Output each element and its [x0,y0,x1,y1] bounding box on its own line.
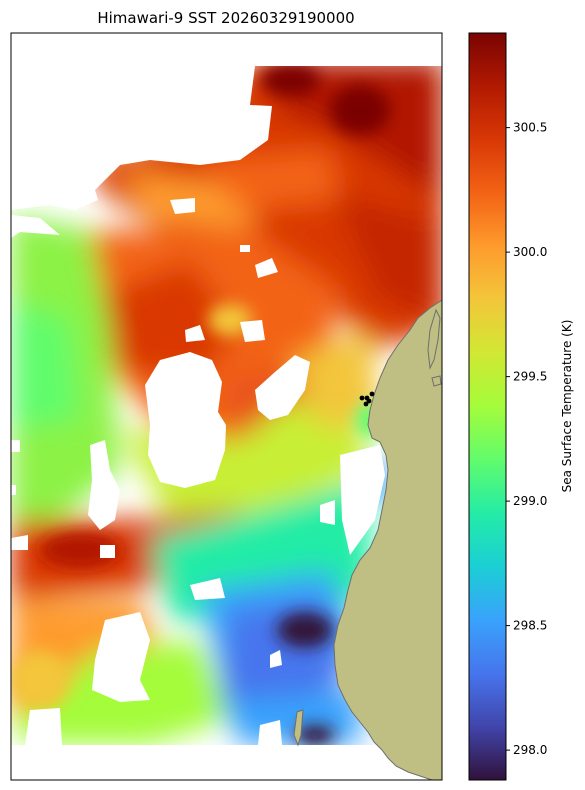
no-data-mask [11,33,442,780]
chart-title: Himawari-9 SST 20260329190000 [97,9,354,27]
colorbar-fill [468,32,507,781]
sst-map [11,33,442,780]
colorbar: 298.0 298.5 299.0 299.5 300.0 300.5 Sea Surfa… [468,32,574,781]
colorbar-tick-label: 299.0 [513,494,547,508]
marker-group [359,391,375,407]
colorbar-label: Sea Surface Temperature (K) [560,320,574,493]
colorbar-tick-label: 300.0 [513,245,547,259]
marker-point [359,395,365,401]
island [427,308,441,370]
marker-point [369,391,375,397]
land-mass [333,299,442,780]
marker-point [363,401,369,407]
colorbar-tick-label: 299.5 [513,370,547,384]
marker-point [366,398,372,404]
island [431,375,442,387]
colorbar-ticks: 298.0 298.5 299.0 299.5 300.0 300.5 [506,121,547,757]
map-frame [10,32,443,781]
colorbar-tick-label: 298.0 [513,743,547,757]
colorbar-tick-label: 298.5 [513,619,547,633]
colorbar-tick-label: 300.5 [513,121,547,135]
island [293,709,304,747]
